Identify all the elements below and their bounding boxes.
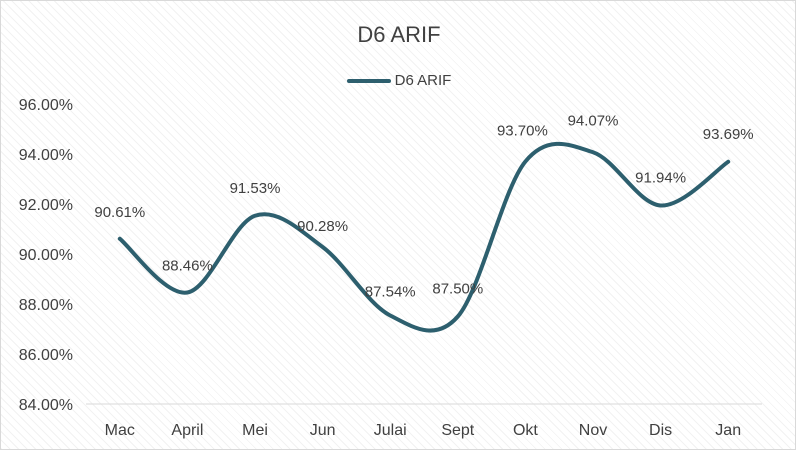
data-label: 93.70% — [497, 123, 548, 140]
x-tick-label: Dis — [649, 422, 672, 439]
data-point — [591, 150, 595, 154]
data-label: 93.69% — [703, 126, 754, 143]
data-point — [253, 214, 257, 218]
x-tick-label: Jan — [715, 422, 741, 439]
x-tick-label: Mac — [105, 422, 135, 439]
data-label: 90.61% — [94, 204, 145, 221]
legend: D6 ARIF — [0, 72, 798, 89]
data-point — [388, 314, 392, 318]
chart-title: D6 ARIF — [357, 22, 441, 47]
legend-swatch — [346, 78, 391, 83]
series-line — [117, 141, 731, 333]
x-tick-label: Mei — [242, 422, 268, 439]
data-point — [321, 245, 325, 249]
y-tick-label: 90.00% — [19, 247, 73, 264]
data-label: 88.46% — [162, 258, 213, 275]
data-point — [659, 204, 663, 208]
y-tick-label: 88.00% — [19, 297, 73, 314]
x-tick-label: Julai — [374, 422, 407, 439]
x-tick-label: April — [171, 422, 203, 439]
y-tick-label: 94.00% — [19, 147, 73, 164]
x-tick-label: Nov — [579, 422, 607, 439]
data-label: 87.54% — [365, 284, 416, 301]
data-label: 94.07% — [568, 112, 619, 129]
y-tick-label: 86.00% — [19, 347, 73, 364]
data-point — [185, 291, 189, 295]
data-label: 87.50% — [432, 281, 483, 298]
data-point — [523, 160, 527, 164]
data-label: 91.53% — [230, 180, 281, 197]
y-tick-label: 92.00% — [19, 197, 73, 214]
x-tick-label: Okt — [513, 422, 538, 439]
data-label: 90.28% — [297, 218, 348, 235]
y-tick-label: 96.00% — [19, 97, 73, 114]
data-point — [118, 237, 122, 241]
data-point — [726, 160, 730, 164]
legend-label: D6 ARIF — [394, 72, 452, 89]
x-tick-label: Jun — [310, 422, 336, 439]
data-label: 91.94% — [635, 170, 686, 187]
data-point — [456, 315, 460, 319]
y-tick-label: 84.00% — [19, 397, 73, 414]
x-tick-label: Sept — [441, 422, 474, 439]
